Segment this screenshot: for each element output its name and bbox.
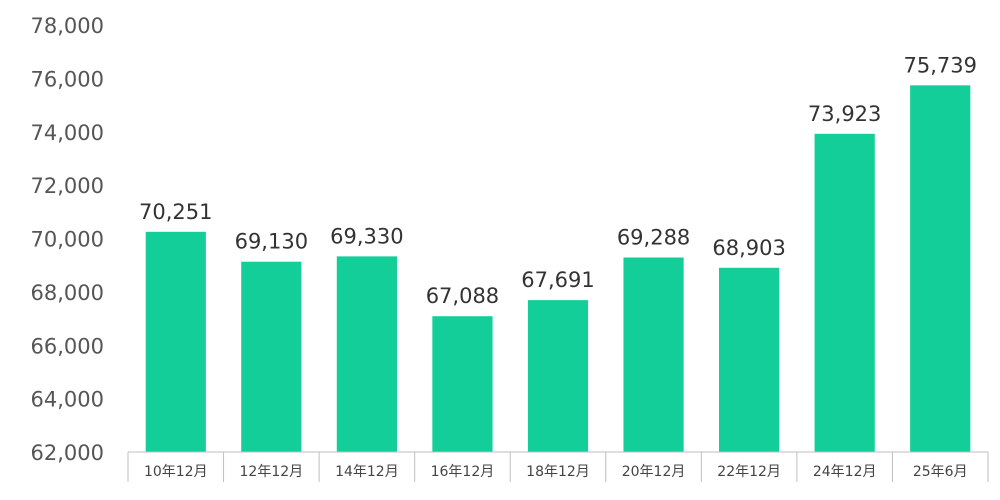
x-tick-label: 24年12月 xyxy=(813,464,877,480)
y-tick-label: 66,000 xyxy=(31,334,104,358)
bar xyxy=(910,85,971,452)
x-tick-label: 14年12月 xyxy=(335,464,399,480)
bar xyxy=(432,316,493,452)
y-tick-label: 78,000 xyxy=(31,14,104,38)
data-label: 69,330 xyxy=(330,224,403,248)
data-labels: 70,251 69,130 69,330 67,088 67,691 69,288 68,9… xyxy=(139,53,977,308)
x-tick-label: 25年6月 xyxy=(913,464,968,480)
data-label: 75,739 xyxy=(903,53,976,77)
data-label: 70,251 xyxy=(139,200,212,224)
x-tick-label: 10年12月 xyxy=(144,464,208,480)
x-tick-label: 16年12月 xyxy=(431,464,495,480)
x-tick-label: 18年12月 xyxy=(526,464,590,480)
bar xyxy=(527,300,589,452)
data-label: 67,691 xyxy=(521,268,594,292)
bar xyxy=(145,231,206,452)
x-tick-label: 12年12月 xyxy=(240,464,304,480)
x-axis-ticks: 10年12月 12年12月 14年12月 16年12月 18年12月 20年12月 22年1… xyxy=(144,464,968,480)
x-axis-dividers xyxy=(127,452,989,482)
y-tick-label: 68,000 xyxy=(31,281,104,305)
data-label: 73,923 xyxy=(808,102,881,126)
x-tick-label: 22年12月 xyxy=(717,464,781,480)
y-axis-ticks: 62,000 64,000 66,000 68,000 70,000 72,000 74,0… xyxy=(31,14,104,465)
data-label: 68,903 xyxy=(712,236,785,260)
bar xyxy=(336,256,397,452)
y-tick-label: 64,000 xyxy=(31,388,104,412)
x-tick-label: 20年12月 xyxy=(622,464,686,480)
y-tick-label: 76,000 xyxy=(31,67,104,91)
y-tick-label: 74,000 xyxy=(31,121,104,145)
y-tick-label: 72,000 xyxy=(31,174,104,198)
y-tick-label: 62,000 xyxy=(31,441,104,465)
bars xyxy=(145,85,971,452)
bar xyxy=(241,261,302,452)
data-label: 67,088 xyxy=(426,284,499,308)
data-label: 69,288 xyxy=(617,226,690,250)
bar xyxy=(719,267,780,452)
bar xyxy=(623,257,684,452)
data-label: 69,130 xyxy=(235,230,308,254)
bar xyxy=(814,133,875,452)
y-tick-label: 70,000 xyxy=(31,228,104,252)
